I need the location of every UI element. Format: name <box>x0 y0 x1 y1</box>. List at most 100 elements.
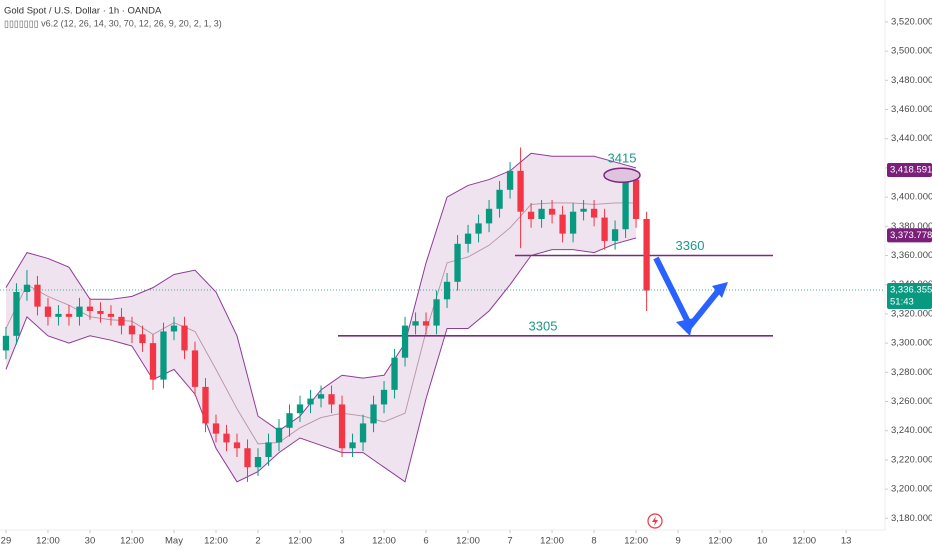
candle-body <box>527 211 535 220</box>
peak-label: 3415 <box>608 151 637 166</box>
candle-body <box>23 284 31 293</box>
candle-body <box>569 211 577 234</box>
candle-body <box>538 208 545 220</box>
replay-icon[interactable] <box>647 513 663 529</box>
y-tick-label: 3,500.000 <box>891 46 932 57</box>
x-tick-label: 6 <box>423 536 428 547</box>
candle-body <box>44 306 52 317</box>
y-tick-label: 3,480.000 <box>891 75 932 86</box>
level-label: 3360 <box>676 238 705 253</box>
candle-body <box>433 299 440 326</box>
candle-body <box>76 306 83 317</box>
price-label: 3,418.591 <box>890 164 932 175</box>
candle-body <box>632 179 640 220</box>
candle-body <box>202 386 209 424</box>
candle-body <box>244 448 251 468</box>
x-tick-label: 12:00 <box>204 536 228 547</box>
x-tick-label: 8 <box>591 536 596 547</box>
candle-body <box>611 229 619 241</box>
x-tick-label: 12:00 <box>288 536 312 547</box>
x-tick-label: 12:00 <box>708 536 732 547</box>
candle-body <box>296 404 304 414</box>
last-price-label: 3,336.355 <box>890 285 932 296</box>
candle-body <box>622 179 629 230</box>
peak-ellipse <box>603 167 641 183</box>
candle-body <box>454 243 461 282</box>
y-tick-label: 3,380.000 <box>891 221 932 232</box>
candle-body <box>370 404 377 424</box>
x-tick-label: 12:00 <box>540 536 564 547</box>
candle-body <box>380 389 388 405</box>
candle-body <box>548 208 556 215</box>
candle-body <box>181 325 188 351</box>
x-tick-label: 12:00 <box>372 536 396 547</box>
candle-body <box>349 442 356 449</box>
y-tick-label: 3,300.000 <box>891 338 932 349</box>
x-tick-label: 2 <box>255 536 260 547</box>
candle-body <box>65 313 73 317</box>
candle-body <box>601 217 608 241</box>
x-tick-label: May <box>165 536 183 547</box>
candle-body <box>485 208 493 224</box>
plot-area: 3305 3360 3415 <box>0 147 885 483</box>
candle-body <box>506 170 514 190</box>
price-label-box <box>887 228 932 243</box>
last-price-box <box>887 283 932 310</box>
candle-body <box>212 423 220 434</box>
candle-body <box>286 413 293 428</box>
candle-body <box>34 284 41 307</box>
x-tick-label: 12:00 <box>792 536 816 547</box>
arrow-head <box>712 282 728 298</box>
candle-body <box>317 394 325 399</box>
y-tick-label: 3,400.000 <box>891 192 932 203</box>
y-tick-label: 3,520.000 <box>891 16 932 27</box>
candle-body <box>107 313 115 317</box>
candle-body <box>464 233 472 244</box>
candle-body <box>233 442 241 449</box>
icon-bolt[interactable] <box>652 516 658 526</box>
y-tick-label: 3,320.000 <box>891 308 932 319</box>
candle-body <box>559 214 566 234</box>
countdown: 51:43 <box>890 297 914 308</box>
x-tick-label: 10 <box>757 536 768 547</box>
x-tick-label: 7 <box>507 536 512 547</box>
candle-body <box>139 334 146 344</box>
candle-body <box>254 456 262 468</box>
candle-body <box>475 223 482 234</box>
candle-body <box>13 292 20 336</box>
candle-body <box>118 316 125 326</box>
y-tick-label: 3,260.000 <box>891 396 932 407</box>
candle-body <box>86 306 94 311</box>
candle-body <box>412 321 419 326</box>
x-tick-label: 30 <box>85 536 96 547</box>
x-tick-label: 12:00 <box>456 536 480 547</box>
indicator-label: ▯▯▯▯▯▯▯ v6.2 (12, 26, 14, 30, 70, 12, 26… <box>4 18 222 28</box>
candle-body <box>517 170 524 212</box>
candle-body <box>307 398 314 405</box>
candle-body <box>580 208 587 212</box>
y-tick-label: 3,280.000 <box>891 367 932 378</box>
candle-body <box>2 335 10 351</box>
arrow-tip <box>676 318 694 336</box>
candle-body <box>422 321 430 326</box>
candle-body <box>391 357 398 390</box>
candle-body <box>401 325 409 358</box>
x-tick-label: 12:00 <box>624 536 648 547</box>
chart-title: Gold Spot / U.S. Dollar · 1h · OANDA <box>4 6 162 17</box>
y-tick-label: 3,180.000 <box>891 513 932 524</box>
candle-body <box>97 310 104 314</box>
price-label: 3,373.778 <box>890 230 932 241</box>
candle-body <box>338 404 346 449</box>
candle-body <box>191 350 199 387</box>
candle-body <box>443 281 451 300</box>
x-tick-label: 9 <box>675 536 680 547</box>
candle-body <box>223 433 230 443</box>
x-tick-label: 29 <box>1 536 12 547</box>
candle-body <box>265 442 272 457</box>
x-tick-label: 13 <box>841 536 852 547</box>
y-tick-label: 3,460.000 <box>891 104 932 115</box>
y-tick-label: 3,240.000 <box>891 425 932 436</box>
y-tick-label: 3,360.000 <box>891 250 932 261</box>
candle-body <box>590 208 598 218</box>
